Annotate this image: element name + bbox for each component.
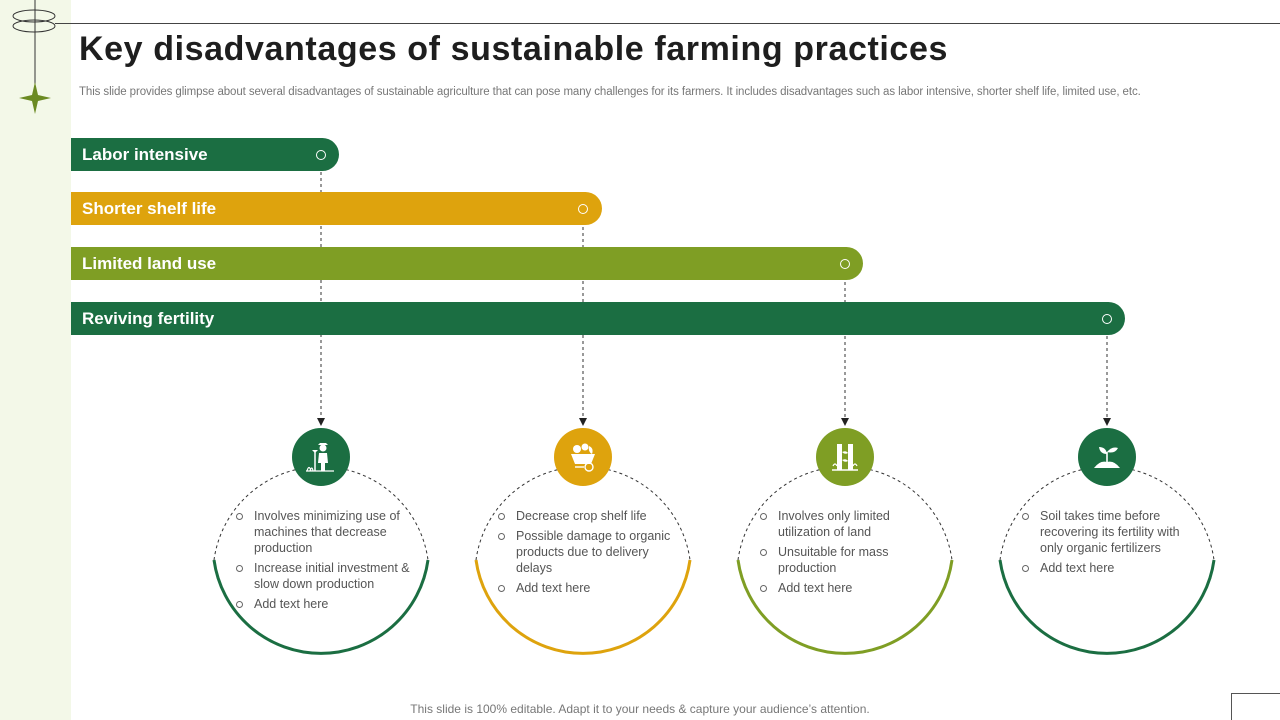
- produce-basket-icon: [571, 443, 595, 472]
- card-1-bullets: Involves minimizing use of machines that…: [234, 508, 410, 616]
- footer-note: This slide is 100% editable. Adapt it to…: [410, 702, 870, 716]
- bullet-item: Add text here: [496, 580, 672, 596]
- page-title: Key disadvantages of sustainable farming…: [79, 30, 948, 68]
- bullet-item: Involves minimizing use of machines that…: [234, 508, 410, 556]
- bar-knob: [316, 150, 326, 160]
- side-strip: [0, 0, 71, 720]
- card-2-bullets: Decrease crop shelf life Possible damage…: [496, 508, 672, 600]
- bullet-item: Add text here: [1020, 560, 1196, 576]
- page-subtitle: This slide provides glimpse about severa…: [79, 86, 1141, 98]
- corner-box: [1231, 693, 1280, 720]
- plant-growth-icon: [832, 444, 858, 471]
- bullet-item: Unsuitable for mass production: [758, 544, 926, 576]
- soil-sprout-icon-circle: [1078, 428, 1136, 486]
- soil-sprout-icon: [1094, 447, 1120, 468]
- bar-knob: [1102, 314, 1112, 324]
- bar-label: Reviving fertility: [82, 309, 215, 328]
- bar-knob: [840, 259, 850, 269]
- bullet-item: Increase initial investment & slow down …: [234, 560, 410, 592]
- card-4-bullets: Soil takes time before recovering its fe…: [1020, 508, 1196, 580]
- hanging-star-ornament: [12, 0, 56, 114]
- bar-shorter-shelf-life: Shorter shelf life: [71, 192, 602, 225]
- bar-reviving-fertility: Reviving fertility: [71, 302, 1125, 335]
- bullet-item: Add text here: [234, 596, 410, 612]
- produce-basket-icon-circle: [554, 428, 612, 486]
- bar-label: Shorter shelf life: [82, 199, 217, 218]
- bar-knob: [578, 204, 588, 214]
- bullet-item: Add text here: [758, 580, 926, 596]
- bar-label: Limited land use: [82, 254, 217, 273]
- bullet-item: Possible damage to organic products due …: [496, 528, 672, 576]
- farmer-icon-circle: [292, 428, 350, 486]
- bullet-item: Soil takes time before recovering its fe…: [1020, 508, 1196, 556]
- bullet-item: Involves only limited utilization of lan…: [758, 508, 926, 540]
- bar-label: Labor intensive: [82, 145, 208, 164]
- bar-limited-land-use: Limited land use: [71, 247, 863, 280]
- bar-labor-intensive: Labor intensive: [71, 138, 339, 171]
- plant-growth-icon-circle: [816, 428, 874, 486]
- bullet-item: Decrease crop shelf life: [496, 508, 672, 524]
- farmer-icon: [306, 443, 334, 472]
- top-rule: [55, 23, 1280, 24]
- card-3-bullets: Involves only limited utilization of lan…: [758, 508, 926, 600]
